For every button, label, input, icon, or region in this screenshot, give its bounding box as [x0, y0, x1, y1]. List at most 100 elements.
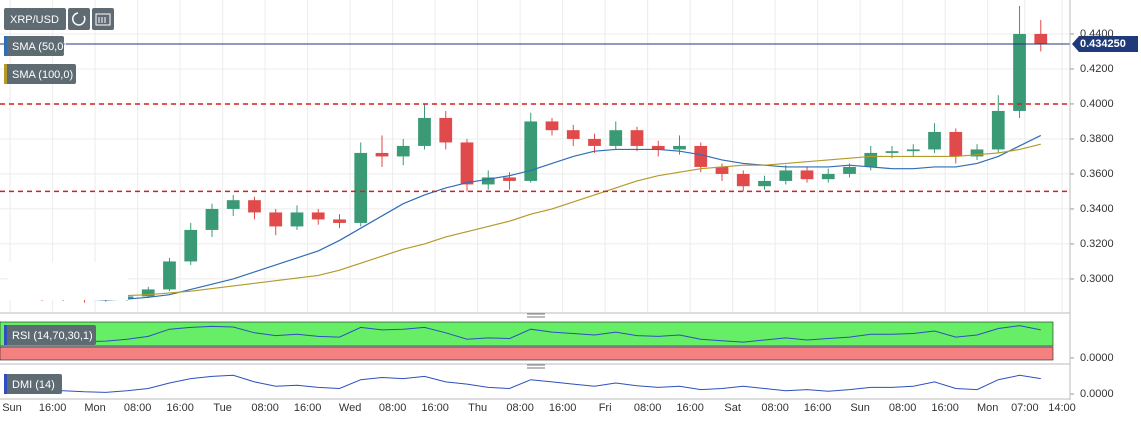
legend-swatch — [4, 36, 7, 56]
x-tick-label: 16:00 — [931, 402, 959, 414]
candle-body — [991, 110, 1005, 150]
x-tick-label: 16:00 — [39, 402, 67, 414]
candle-body — [290, 212, 304, 227]
candle-body — [524, 121, 538, 181]
candle-body — [566, 130, 580, 139]
candle-body — [1034, 33, 1048, 45]
candle-body — [439, 117, 453, 143]
panel-handle — [527, 364, 545, 369]
x-tick-label: 16:00 — [421, 402, 449, 414]
x-tick-label: 16:00 — [549, 402, 577, 414]
candle-body — [736, 173, 750, 187]
candle-body — [885, 151, 899, 153]
candle-body — [269, 212, 283, 227]
candle-body — [141, 289, 155, 297]
overlay-box — [8, 262, 128, 300]
x-tick-label: 16:00 — [294, 402, 322, 414]
candle-body — [481, 177, 495, 185]
candle-body — [864, 152, 878, 167]
y-tick-label: 0.0000 — [1080, 388, 1114, 400]
y-tick-label: 0.4400 — [1080, 28, 1114, 40]
settings-icon — [95, 13, 111, 26]
candle-body — [970, 149, 984, 157]
candle-body — [545, 121, 559, 131]
symbol-box[interactable] — [4, 8, 66, 30]
legend-box[interactable] — [4, 36, 64, 56]
candle-body — [375, 152, 389, 157]
candle-body — [800, 170, 814, 180]
indicator-swatch — [4, 325, 7, 345]
indicator-line — [20, 374, 1041, 393]
candle-body — [226, 200, 240, 209]
candle-body — [1013, 33, 1026, 111]
indicator-title: RSI (14,70,30,1) — [12, 330, 93, 342]
candle-body — [396, 145, 410, 157]
candle-body — [758, 180, 771, 187]
y-tick-label: 0.3800 — [1080, 133, 1114, 145]
x-tick-label: 08:00 — [124, 402, 152, 414]
candle-body — [673, 145, 686, 150]
candle-body — [333, 219, 346, 223]
x-tick-label: Sat — [724, 402, 741, 414]
x-tick-label: Mon — [84, 402, 105, 414]
sma-line — [20, 143, 1041, 297]
indicator-box[interactable] — [4, 374, 62, 394]
sma-line — [20, 134, 1042, 301]
legend-label: SMA (50,0) — [12, 41, 67, 53]
overlay: Sun 16:00 Mon 08:00 16:00 Tue 08:00 16:00 Wed 08:… — [2, 28, 1138, 414]
refresh-button[interactable] — [68, 8, 90, 30]
candle-body — [821, 173, 835, 180]
candle-body — [949, 131, 963, 157]
y-tick-label: 0.3600 — [1080, 168, 1114, 180]
y-tick-label: 0.4000 — [1080, 98, 1114, 110]
x-tick-label: Wed — [339, 402, 361, 414]
candle-body — [928, 131, 941, 150]
plot-area — [0, 0, 1070, 312]
x-tick-label: Sun — [850, 402, 870, 414]
candle-body — [503, 177, 516, 181]
legend-box[interactable] — [4, 64, 76, 84]
candle-body — [184, 229, 198, 262]
indicator-box[interactable] — [4, 325, 96, 345]
x-tick-label: Thu — [468, 402, 487, 414]
x-tick-label: Fri — [599, 402, 612, 414]
x-tick-label: 08:00 — [761, 402, 789, 414]
candle-body — [906, 149, 920, 152]
y-tick-label: 0.4200 — [1080, 63, 1114, 75]
rsi-lower-band — [0, 346, 1054, 361]
x-tick-label: 08:00 — [634, 402, 662, 414]
panel-handle — [527, 313, 545, 318]
candle-body — [843, 166, 856, 174]
x-tick-label: 08:00 — [379, 402, 407, 414]
candle-body — [248, 200, 261, 213]
indicator-swatch — [4, 374, 7, 394]
x-tick-label: 08:00 — [506, 402, 534, 414]
settings-button[interactable] — [92, 8, 114, 30]
legend-swatch — [4, 64, 7, 84]
candle-body — [779, 170, 793, 181]
candle-body — [609, 130, 623, 146]
refresh-icon — [72, 12, 86, 26]
candle-body — [311, 212, 325, 220]
x-tick-label: Tue — [213, 402, 232, 414]
candle-body — [205, 208, 219, 230]
x-tick-label: 07:00 — [1011, 402, 1039, 414]
legend-label: SMA (100,0) — [12, 69, 73, 81]
x-tick-label: 08:00 — [889, 402, 917, 414]
candle-body — [418, 117, 431, 146]
y-tick-label: 0.3400 — [1080, 203, 1114, 215]
indicator-line — [20, 325, 1041, 343]
candle-body — [163, 261, 176, 290]
candle-body — [460, 142, 474, 185]
x-tick-label: 16:00 — [166, 402, 194, 414]
last-price-label: 0.434250 — [1080, 38, 1126, 50]
x-tick-label: Sun — [2, 402, 22, 414]
candle-body — [651, 145, 665, 150]
candle-body — [588, 138, 601, 146]
candle-body — [694, 145, 708, 167]
y-tick-label: 0.0000 — [1080, 352, 1114, 364]
candle-body — [630, 130, 644, 146]
symbol-title: XRP/USD — [10, 14, 59, 26]
x-tick-label: 14:00 — [1048, 402, 1076, 414]
